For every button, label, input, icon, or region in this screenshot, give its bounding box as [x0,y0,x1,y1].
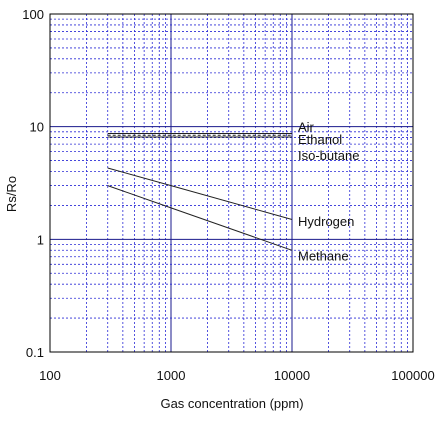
y-tick-label: 1 [37,232,44,247]
y-tick-labels: 0.1 1 10 100 [22,7,44,360]
plot-frame [49,13,414,353]
y-tick-label: 0.1 [26,345,44,360]
x-tick-label: 1000 [157,368,186,383]
series-line-methane [107,185,293,251]
series-line-hydrogen [107,167,293,220]
series-lines [107,133,293,251]
x-tick-label: 10000 [274,368,310,383]
series-label-ethanol: Ethanol [298,132,342,147]
x-tick-label: 100 [39,368,61,383]
series-label-hydrogen: Hydrogen [298,214,354,229]
y-tick-label: 100 [22,7,44,22]
y-tick-label: 10 [30,120,44,135]
series-label-air: Air [298,120,315,135]
x-tick-labels: 100 1000 10000 100000 [39,368,435,383]
x-axis-label: Gas concentration (ppm) [160,396,303,411]
series-label-iso-butane: Iso-butane [298,148,359,163]
series-label-methane: Methane [298,248,349,263]
x-tick-label: 100000 [391,368,434,383]
grid [50,14,413,352]
y-axis-label: Rs/Ro [4,176,19,212]
